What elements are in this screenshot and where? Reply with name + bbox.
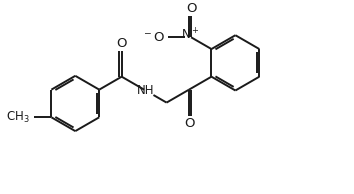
Text: N$^+$: N$^+$ [181,27,199,42]
Text: O: O [184,117,194,130]
Text: O: O [186,2,196,15]
Text: O: O [116,37,127,50]
Text: CH$_3$: CH$_3$ [6,110,30,125]
Text: NH: NH [136,84,154,97]
Text: $^-$O: $^-$O [142,31,166,44]
